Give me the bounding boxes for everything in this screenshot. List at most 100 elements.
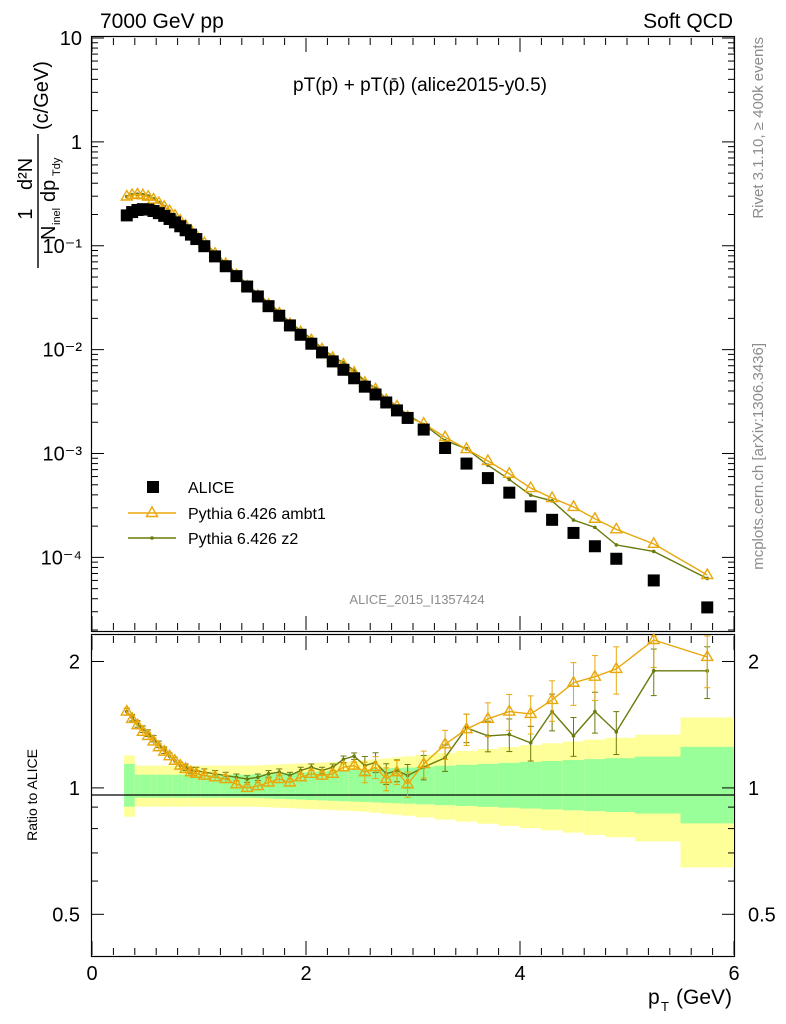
ratio-series-group xyxy=(120,632,714,798)
ratio-marker-ambt1 xyxy=(368,759,383,772)
alice-data-point xyxy=(481,472,494,485)
alice-data-point xyxy=(369,388,382,401)
ratio-marker-z2 xyxy=(528,741,533,745)
alice-data-point xyxy=(337,363,350,376)
alice-data-point xyxy=(588,540,601,553)
alice-data-point xyxy=(524,500,537,513)
ratio-plot-frame xyxy=(90,633,736,958)
ratio-marker-ambt1 xyxy=(326,766,340,779)
series-marker-ambt1 xyxy=(459,441,474,454)
ratio-band-inner xyxy=(145,774,151,798)
alice-data-point xyxy=(209,250,222,263)
alice-data-point xyxy=(326,355,339,368)
ratio-marker-ambt1 xyxy=(157,744,171,756)
series-marker-ambt1 xyxy=(120,189,134,201)
ratio-marker-ambt1 xyxy=(219,771,233,784)
mcplots-text: mcplots.cern.ch [arXiv:1306.3436] xyxy=(750,343,767,570)
ylabel-units: (c/GeV) xyxy=(31,61,53,130)
main-y-tick-label: 10⁻² xyxy=(43,340,83,362)
ratio-y-tick-label-right: 1 xyxy=(748,778,759,800)
series-marker-ambt1 xyxy=(566,499,581,512)
ratio-marker-z2 xyxy=(571,734,576,738)
ratio-band-inner xyxy=(498,762,520,808)
ratio-marker-ambt1 xyxy=(700,649,714,662)
ratio-band-inner xyxy=(295,772,306,800)
ratio-band-inner xyxy=(477,763,499,807)
alice-data-point xyxy=(546,513,559,526)
ratio-marker-z2 xyxy=(593,709,597,714)
ratio-marker-ambt1 xyxy=(125,711,139,724)
xlabel-t: T xyxy=(661,999,669,1014)
ratio-marker-ambt1 xyxy=(438,736,452,749)
alice-data-point xyxy=(610,552,623,565)
ratio-band-inner xyxy=(200,774,210,798)
ratio-band-inner xyxy=(359,769,371,803)
series-marker-ambt1 xyxy=(502,466,517,478)
ratio-marker-ambt1 xyxy=(208,769,222,782)
ratio-y-tick-label-left: 1 xyxy=(69,778,80,800)
ratio-band-inner xyxy=(605,758,636,813)
ratio-band-inner xyxy=(150,774,157,798)
ratio-band-inner xyxy=(166,774,173,798)
ratio-band-inner xyxy=(455,764,478,807)
alice-data-point xyxy=(417,423,430,436)
ratio-band-inner xyxy=(124,764,130,807)
ratio-band-inner xyxy=(177,774,183,798)
alice-data-point xyxy=(219,260,232,273)
ratio-marker-ambt1 xyxy=(647,632,661,645)
ratio-band-inner xyxy=(635,756,681,814)
ratio-marker-ambt1 xyxy=(588,669,602,681)
alice-data-point xyxy=(251,290,264,303)
ratio-marker-ambt1 xyxy=(136,724,150,737)
ratio-marker-ambt1 xyxy=(293,769,308,782)
ratio-band-inner xyxy=(161,774,167,798)
series-marker-ambt1 xyxy=(141,189,155,201)
series-marker-ambt1 xyxy=(588,511,602,523)
ratio-band-inner xyxy=(193,774,201,798)
ratio-y-tick-label-right: 2 xyxy=(748,651,759,673)
alice-data-point xyxy=(316,346,329,359)
main-plot-frame xyxy=(90,35,736,633)
alice-data-point xyxy=(390,404,403,417)
ratio-band-inner xyxy=(156,774,162,798)
ratio-marker-z2 xyxy=(256,775,260,780)
ylabel-inel: inel xyxy=(51,208,63,225)
main-y-axis-label: 1 N inel d²N dp Tdy (c/GeV) xyxy=(15,61,63,268)
main-y-tick-label: 10 xyxy=(60,28,82,50)
ratio-marker-ambt1 xyxy=(130,717,145,730)
ratio-marker-ambt1 xyxy=(152,739,166,752)
alice-data-point xyxy=(294,328,307,341)
ratio-marker-z2 xyxy=(266,772,271,776)
main-y-tick-label: 1 xyxy=(71,132,82,154)
legend-ambt1-marker xyxy=(145,505,159,518)
ratio-band-inner xyxy=(134,774,141,798)
ratio-marker-ambt1 xyxy=(304,766,319,779)
ratio-marker-ambt1 xyxy=(261,775,276,787)
ratio-marker-ambt1 xyxy=(502,704,517,716)
ratio-marker-z2 xyxy=(651,669,656,673)
alice-data-point xyxy=(283,319,296,332)
ratio-marker-ambt1 xyxy=(416,756,431,769)
alice-data-point xyxy=(439,441,452,454)
ratio-band-inner xyxy=(415,766,435,805)
x-axis-label: p T (GeV) xyxy=(648,986,732,1014)
x-tick-label: 0 xyxy=(86,963,97,985)
ratio-marker-ambt1 xyxy=(251,778,265,791)
ylabel-n: N xyxy=(38,226,60,240)
alice-data-point xyxy=(241,280,254,293)
ratio-marker-ambt1 xyxy=(120,704,134,716)
alice-data-point xyxy=(230,270,243,283)
alice-data-point xyxy=(567,526,580,539)
plot-title: pT(p) + pT(p̄) (alice2015-y0.5) xyxy=(293,75,547,96)
ylabel-dp: dp xyxy=(38,180,60,202)
ratio-marker-ambt1 xyxy=(283,775,297,787)
rivet-version-text: Rivet 3.1.10, ≥ 400k events xyxy=(750,37,767,219)
analysis-watermark: ALICE_2015_I1357424 xyxy=(349,592,484,607)
series-marker-z2 xyxy=(507,477,512,482)
alice-data-point xyxy=(701,601,714,614)
series-marker-z2 xyxy=(614,543,619,547)
ratio-band-inner xyxy=(370,768,381,803)
ratio-marker-z2 xyxy=(614,730,619,734)
legend: ALICE Pythia 6.426 ambt1 Pythia 6.426 z2 xyxy=(128,480,326,548)
series-marker-ambt1 xyxy=(438,429,452,442)
